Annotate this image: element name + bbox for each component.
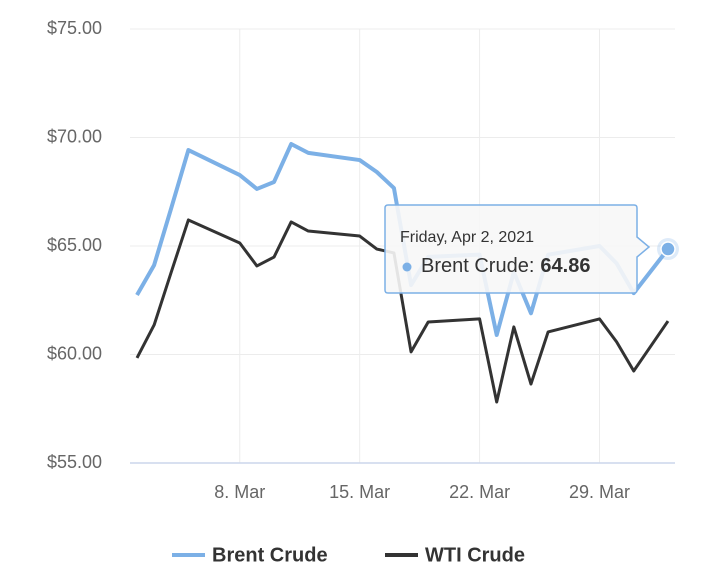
tooltip-date: Friday, Apr 2, 2021: [400, 229, 534, 246]
tooltip-value: 64.86: [540, 255, 590, 277]
y-tick-label: $70.00: [47, 126, 102, 146]
x-tick-label: 29. Mar: [569, 482, 630, 502]
x-tick-label: 22. Mar: [449, 482, 510, 502]
y-tick-label: $75.00: [47, 18, 102, 38]
y-tick-label: $55.00: [47, 452, 102, 472]
tooltip-dot: [402, 262, 412, 272]
y-tick-label: $65.00: [47, 235, 102, 255]
y-tick-label: $60.00: [47, 343, 102, 363]
tooltip-box: [384, 204, 651, 294]
tooltip-text: Brent Crude: 64.86: [421, 255, 590, 277]
x-tick-label: 15. Mar: [329, 482, 390, 502]
hover-point: [660, 241, 676, 257]
legend-label[interactable]: WTI Crude: [425, 544, 525, 566]
legend-label[interactable]: Brent Crude: [212, 544, 328, 566]
tooltip-label: Brent Crude:: [421, 255, 534, 277]
x-tick-label: 8. Mar: [214, 482, 265, 502]
